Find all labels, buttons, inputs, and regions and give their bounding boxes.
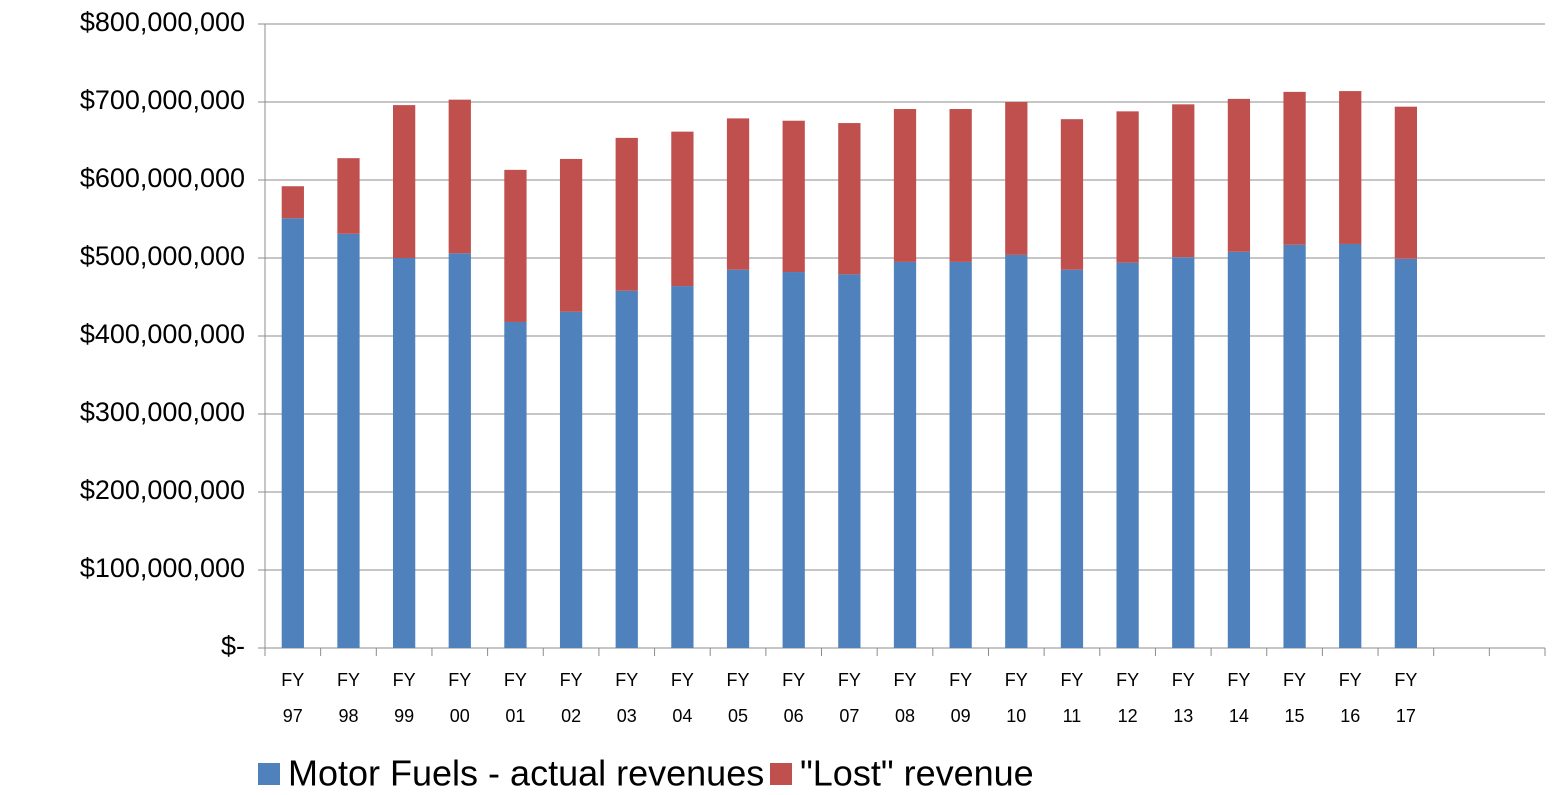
x-tick-label: FY 01	[503, 670, 527, 726]
bar-segment	[337, 158, 360, 234]
y-tick-label: $500,000,000	[80, 241, 245, 271]
x-tick-label: FY 97	[281, 670, 305, 726]
bar-segment	[1394, 106, 1417, 259]
y-tick-label: $100,000,000	[80, 553, 245, 583]
y-tick-label: $800,000,000	[80, 7, 245, 37]
bar-segment	[615, 137, 638, 291]
bar-segment	[337, 233, 360, 648]
y-tick-label: $700,000,000	[80, 85, 245, 115]
legend-label: "Lost" revenue	[800, 753, 1034, 794]
bar-segment	[393, 105, 416, 259]
bar-segment	[504, 169, 527, 322]
x-tick-label: FY 05	[726, 670, 750, 726]
bar-segment	[671, 131, 694, 287]
bar-segment	[671, 286, 694, 648]
x-tick-label: FY 17	[1394, 670, 1418, 726]
bar-segment	[1116, 262, 1139, 648]
bar-segment	[1283, 244, 1306, 649]
y-tick-label: $-	[221, 631, 245, 661]
x-tick-label: FY 04	[670, 670, 694, 726]
x-tick-label: FY 98	[336, 670, 360, 726]
x-tick-label: FY 03	[615, 670, 639, 726]
x-tick-label: FY 15	[1283, 670, 1307, 726]
bar-segment	[448, 253, 471, 648]
bar-segment	[1172, 104, 1195, 258]
bar-segment	[1172, 257, 1195, 648]
x-tick-label: FY 09	[949, 670, 973, 726]
x-tick-label: FY 14	[1227, 670, 1251, 726]
bar-segment	[1060, 119, 1084, 270]
bar-segment	[782, 120, 805, 273]
x-tick-label: FY 07	[837, 670, 861, 726]
x-tick-label: FY 16	[1338, 670, 1362, 726]
bar-segment	[949, 261, 972, 648]
bar-segment	[1339, 243, 1362, 648]
y-tick-label: $300,000,000	[80, 397, 245, 427]
bar-segment	[1339, 91, 1362, 244]
bar-segment	[281, 218, 304, 648]
bar-segment	[615, 290, 638, 648]
legend-swatch	[258, 763, 280, 785]
bar-segment	[1227, 251, 1251, 648]
bar-segment	[949, 109, 972, 262]
bar-segment	[559, 158, 583, 312]
x-tick-label: FY 11	[1060, 670, 1084, 726]
bar-segment	[393, 258, 416, 648]
x-tick-label: FY 08	[893, 670, 917, 726]
x-tick-label: FY 06	[782, 670, 806, 726]
y-tick-label: $200,000,000	[80, 475, 245, 505]
bar-segment	[1394, 258, 1417, 648]
bar-segment	[838, 274, 861, 648]
x-tick-label: FY 99	[392, 670, 416, 726]
bar-segment	[726, 118, 750, 270]
y-tick-label: $600,000,000	[80, 163, 245, 193]
bar-segment	[281, 186, 304, 219]
x-tick-label: FY 10	[1004, 670, 1028, 726]
bar-segment	[559, 311, 583, 648]
bar-segment	[1005, 102, 1028, 255]
y-tick-label: $400,000,000	[80, 319, 245, 349]
bar-segment	[838, 123, 861, 275]
bar-segment	[726, 269, 750, 648]
bar-segment	[1116, 111, 1139, 263]
x-tick-label: FY 02	[559, 670, 583, 726]
legend-label: Motor Fuels - actual revenues	[288, 753, 764, 794]
bar-segment	[448, 99, 471, 254]
bar-segment	[893, 109, 917, 262]
bar-segment	[1283, 91, 1306, 245]
bar-segment	[1227, 98, 1251, 252]
legend-swatch	[770, 763, 792, 785]
bar-segment	[1060, 269, 1084, 648]
bar-segment	[782, 272, 805, 648]
x-tick-label: FY 13	[1171, 670, 1195, 726]
bar-segment	[504, 321, 527, 648]
x-tick-label: FY 12	[1116, 670, 1140, 726]
x-tick-label: FY 00	[448, 670, 472, 726]
bar-segment	[893, 261, 917, 648]
bar-segment	[1005, 254, 1028, 648]
